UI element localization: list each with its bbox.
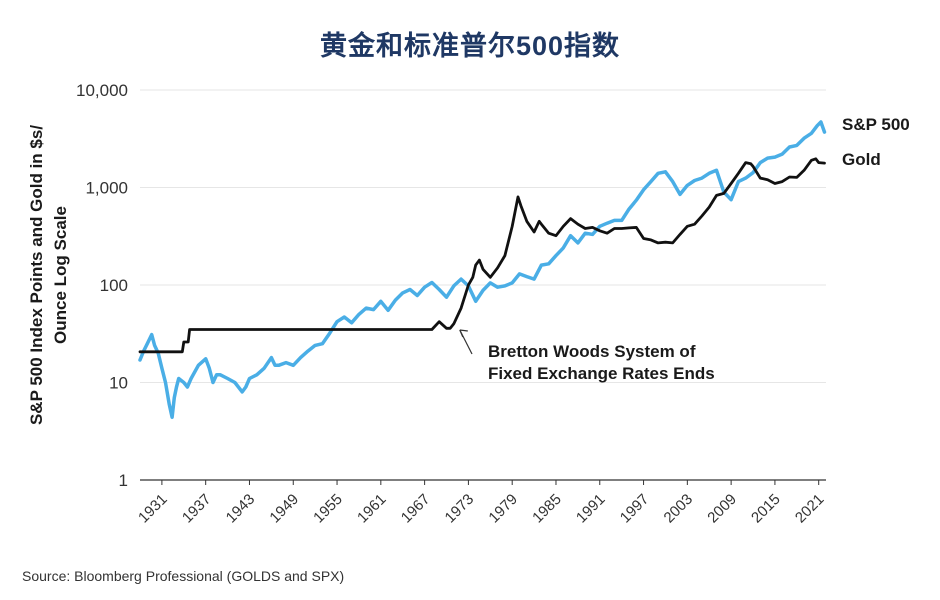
chart-title: 黄金和标准普尔500指数 xyxy=(319,31,621,61)
x-tick-label: 1943 xyxy=(223,491,259,527)
x-tick-label: 2003 xyxy=(661,491,697,527)
y-tick-label: 10 xyxy=(109,374,128,393)
annotation-text: Fixed Exchange Rates Ends xyxy=(488,364,715,383)
source-note: Source: Bloomberg Professional (GOLDS an… xyxy=(22,568,345,584)
series-line-gold xyxy=(138,157,826,354)
x-tick-label: 2009 xyxy=(704,491,740,527)
y-tick-label: 1,000 xyxy=(85,179,128,198)
y-tick-label: 100 xyxy=(100,276,128,295)
x-tick-label: 1985 xyxy=(529,491,565,527)
x-tick-label: 1991 xyxy=(573,491,609,527)
x-tick-label: 1937 xyxy=(179,491,215,527)
x-tick-label: 2021 xyxy=(792,491,828,527)
x-tick-label: 1949 xyxy=(266,491,302,527)
series-line-s-p-500 xyxy=(138,120,827,420)
x-tick-label: 2015 xyxy=(748,491,784,527)
series-label: S&P 500 xyxy=(842,115,910,134)
x-tick-label: 1979 xyxy=(485,491,521,527)
y-tick-label: 10,000 xyxy=(76,81,128,100)
annotation-arrowhead xyxy=(459,329,468,338)
chart-labels: S&P 500 Gold Bretton Woods System of Fixed … xyxy=(459,115,910,383)
x-tick-label: 1997 xyxy=(617,491,653,527)
y-tick-label: 1 xyxy=(119,471,128,490)
x-tick-label: 1955 xyxy=(310,491,346,527)
x-tick-label: 1973 xyxy=(442,491,478,527)
y-axis-title: Ounce Log Scale xyxy=(51,206,70,344)
grid-lines xyxy=(140,89,826,383)
series-lines xyxy=(138,120,827,420)
x-tick-label: 1961 xyxy=(354,491,390,527)
x-tick-label: 1967 xyxy=(398,491,434,527)
annotation-text: Bretton Woods System of xyxy=(488,342,696,361)
x-tick-label: 1931 xyxy=(135,491,171,527)
y-axis-title: S&P 500 Index Points and Gold in $s/ xyxy=(27,125,46,425)
series-label: Gold xyxy=(842,150,881,169)
